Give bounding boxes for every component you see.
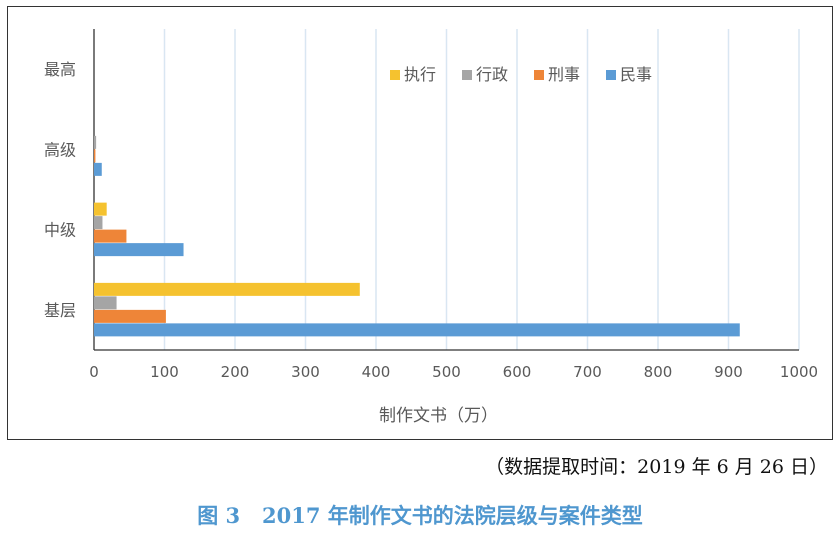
legend-swatch-民事 [606,70,616,80]
y-category-label: 中级 [44,221,76,240]
x-axis-title: 制作文书（万） [379,406,498,426]
x-tick-label: 200 [221,363,250,381]
bar-民事-基层 [94,323,740,337]
bar-行政-高级 [94,135,97,149]
x-tick-label: 700 [573,363,602,381]
bar-执行-中级 [94,202,107,216]
x-tick-label: 100 [150,363,179,381]
x-tick-label: 300 [291,363,320,381]
bar-刑事-中级 [94,229,127,243]
source-note: （数据提取时间：2019 年 6 月 26 日） [485,456,828,478]
x-tick-label: 800 [644,363,673,381]
legend-label-执行: 执行 [404,65,436,84]
bar-民事-中级 [94,243,184,257]
x-tick-label: 900 [714,363,743,381]
y-category-label: 最高 [44,60,76,79]
chart-frame: 0 100 200 300 400 500 600 700 800 900 1000 最高高级中级基层… [7,6,833,440]
legend-label-民事: 民事 [620,65,652,84]
legend-swatch-行政 [462,70,472,80]
x-tick-label: 400 [362,363,391,381]
bar-chart: 0 100 200 300 400 500 600 700 800 900 1000 最高高级中级基层… [44,29,818,426]
x-tick-label: 1000 [780,363,818,381]
bar-民事-高级 [94,162,102,176]
x-tick-label: 0 [89,363,99,381]
y-category-label: 高级 [44,140,76,159]
figure-caption: 图 3 2017 年制作文书的法院层级与案件类型 [197,503,643,528]
legend-label-刑事: 刑事 [548,65,580,84]
bar-行政-中级 [94,216,103,230]
legend-label-行政: 行政 [476,65,508,84]
legend-swatch-执行 [390,70,400,80]
bar-行政-基层 [94,296,117,310]
bar-刑事-基层 [94,309,166,323]
legend-swatch-刑事 [534,70,544,80]
bar-执行-基层 [94,282,360,296]
x-tick-label: 500 [432,363,461,381]
x-tick-label: 600 [503,363,532,381]
y-category-label: 基层 [44,301,76,320]
bar-刑事-高级 [94,149,96,163]
